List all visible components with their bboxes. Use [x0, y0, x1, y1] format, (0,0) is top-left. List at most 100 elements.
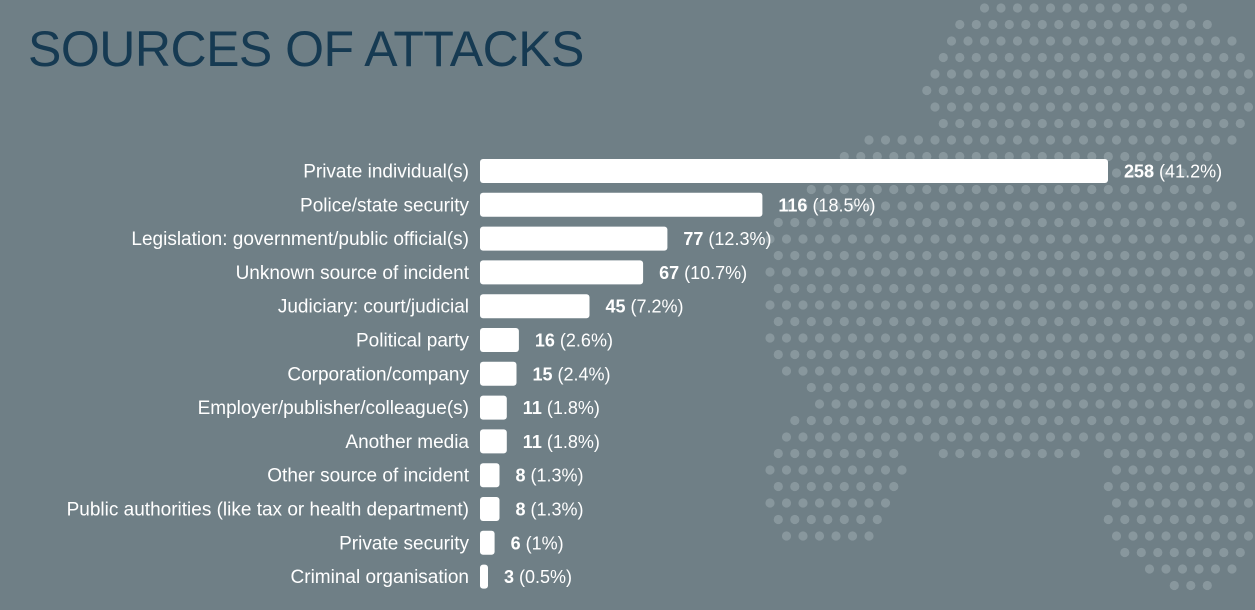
decorative-dot: [1054, 151, 1064, 162]
decorative-dot: [790, 250, 800, 261]
decorative-dot: [823, 514, 833, 525]
decorative-dot: [1144, 69, 1155, 79]
decorative-dot: [1210, 201, 1221, 211]
decorative-dot: [1062, 201, 1072, 211]
decorative-dot: [790, 217, 800, 228]
decorative-dot: [930, 333, 940, 343]
decorative-dot: [938, 85, 948, 96]
decorative-dot: [839, 349, 849, 360]
decorative-dot: [1169, 217, 1179, 228]
decorative-dot: [996, 300, 1006, 310]
decorative-dot: [1103, 382, 1113, 393]
decorative-dot: [955, 52, 965, 63]
decorative-dot: [856, 382, 866, 393]
decorative-dot: [1054, 52, 1064, 63]
decorative-dot: [1103, 283, 1113, 294]
decorative-dot: [781, 333, 792, 343]
decorative-dot: [814, 432, 825, 442]
decorative-dot: [1153, 316, 1163, 327]
bar-percent: (18.5%): [807, 195, 875, 215]
decorative-dot: [1012, 135, 1023, 145]
decorative-dot: [889, 481, 899, 492]
decorative-dot: [963, 267, 973, 277]
decorative-dot: [856, 184, 866, 195]
decorative-dot: [856, 481, 866, 492]
decorative-dot: [1078, 234, 1089, 244]
decorative-dot: [1169, 19, 1179, 30]
decorative-dot: [1012, 36, 1023, 46]
decorative-dot: [1243, 102, 1254, 112]
decorative-dot: [1095, 3, 1105, 13]
decorative-dot: [1243, 333, 1254, 343]
decorative-dot: [1161, 36, 1171, 46]
decorative-dot: [1045, 234, 1056, 244]
decorative-dot: [1153, 151, 1163, 162]
decorative-dot: [1078, 69, 1089, 79]
decorative-dot: [1202, 580, 1212, 591]
decorative-dot: [765, 498, 775, 508]
decorative-dot: [1078, 333, 1089, 343]
decorative-dot: [1136, 151, 1146, 162]
decorative-dot: [1087, 349, 1097, 360]
category-label: Private individual(s): [303, 162, 469, 183]
decorative-dot: [897, 432, 907, 442]
decorative-dot: [1243, 234, 1254, 244]
decorative-dot: [971, 250, 981, 261]
decorative-dot: [1219, 382, 1229, 393]
decorative-dot: [1054, 85, 1064, 96]
bar-value: 45: [606, 297, 626, 317]
bar-value: 11: [523, 398, 542, 418]
decorative-dot: [963, 69, 973, 79]
decorative-dot: [823, 448, 833, 459]
decorative-dot: [814, 267, 825, 277]
decorative-dot: [1194, 564, 1204, 574]
decorative-dot: [1103, 217, 1113, 228]
decorative-dot: [1235, 118, 1245, 129]
decorative-dot: [1029, 201, 1039, 211]
decorative-dot: [1210, 564, 1221, 574]
decorative-dot: [1128, 234, 1138, 244]
decorative-dot: [938, 316, 948, 327]
decorative-dot: [847, 300, 858, 310]
decorative-dot: [922, 184, 932, 195]
decorative-dot: [1029, 36, 1039, 46]
decorative-dot: [847, 432, 858, 442]
decorative-dot: [1103, 349, 1113, 360]
decorative-dot: [839, 481, 849, 492]
decorative-dot: [1144, 498, 1155, 508]
decorative-dot: [864, 366, 874, 376]
decorative-dot: [1161, 300, 1171, 310]
decorative-dot: [1202, 85, 1212, 96]
decorative-dot: [831, 366, 841, 376]
decorative-dot: [1161, 432, 1171, 442]
decorative-dot: [996, 267, 1006, 277]
decorative-dot: [1120, 283, 1130, 294]
decorative-dot: [1004, 19, 1014, 30]
decorative-dot: [1054, 316, 1064, 327]
decorative-dot: [1021, 283, 1031, 294]
decorative-dot: [1111, 135, 1122, 145]
decorative-dot: [1128, 102, 1138, 112]
decorative-dot: [1103, 184, 1113, 195]
decorative-dot: [889, 349, 899, 360]
decorative-dot: [1194, 498, 1204, 508]
decorative-dot: [880, 366, 891, 376]
bar-percent: (41.2%): [1154, 162, 1222, 182]
decorative-dot: [963, 201, 973, 211]
decorative-dot: [913, 432, 924, 442]
decorative-dot: [1235, 316, 1245, 327]
decorative-dot: [864, 333, 874, 343]
decorative-dot: [1202, 415, 1212, 426]
decorative-dot: [814, 333, 825, 343]
decorative-dot: [1012, 399, 1023, 409]
decorative-dot: [1194, 36, 1204, 46]
decorative-dot: [1021, 448, 1031, 459]
decorative-dot: [1186, 382, 1196, 393]
bar: [480, 328, 519, 352]
decorative-dot: [1194, 234, 1204, 244]
decorative-dot: [781, 432, 792, 442]
decorative-dot: [1037, 283, 1047, 294]
decorative-dot: [996, 3, 1006, 13]
decorative-dot: [1103, 151, 1113, 162]
